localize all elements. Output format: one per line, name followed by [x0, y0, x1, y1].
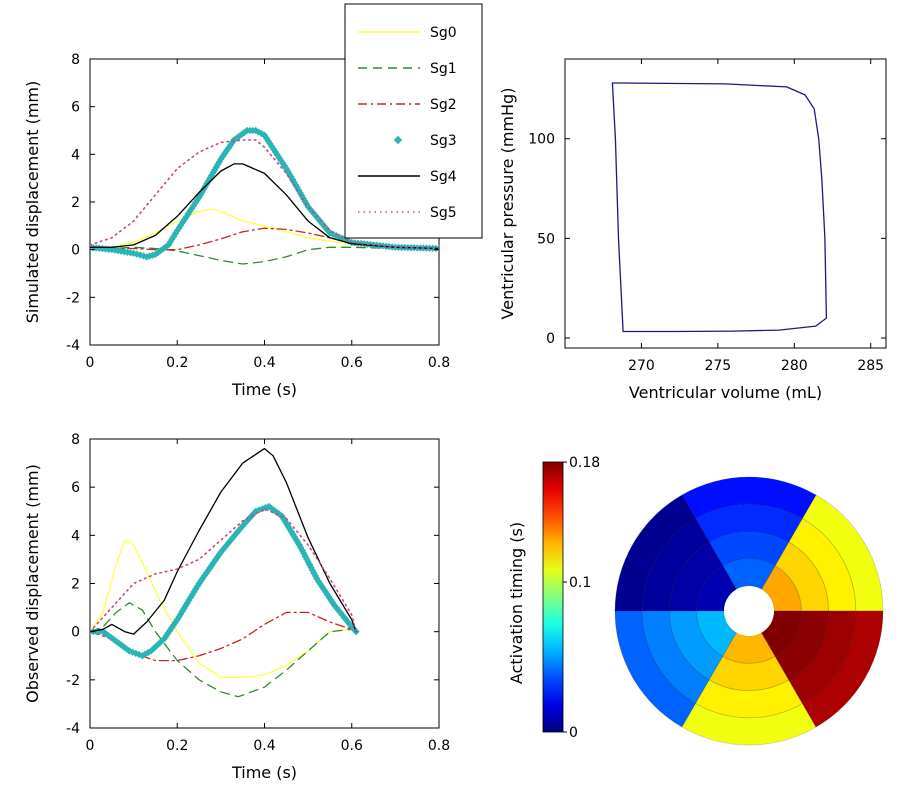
y-axis-label: Observed displacement (mm) — [23, 464, 42, 703]
legend-sg0-label: Sg0 — [430, 25, 457, 41]
activation-timing-bullseye: 0 0.1 0.18 Activation timing (s) — [507, 455, 884, 746]
x-axis-label: Ventricular volume (mL) — [629, 383, 822, 402]
x-tick-label: 0 — [86, 738, 95, 754]
plot-area — [89, 438, 440, 729]
legend-sg4-label: Sg4 — [430, 169, 457, 185]
x-tick-label: 0.4 — [253, 738, 275, 754]
x-tick-label: 285 — [857, 358, 884, 374]
colorbar-label: Activation timing (s) — [507, 522, 526, 684]
y-tick-label: 50 — [537, 231, 555, 247]
y-tick-label: 0 — [71, 625, 80, 641]
observed-displacement-chart: 0 0.2 0.4 0.6 0.8 -4 -2 0 2 4 6 8 Time (s) Observed d… — [23, 432, 450, 782]
series-sg5-line — [90, 139, 439, 250]
x-tick-label: 0.2 — [166, 355, 188, 371]
simulated-displacement-chart: 0 0.2 0.4 0.6 0.8 -4 -2 0 2 4 6 8 Time (s) Simulated … — [23, 3, 483, 399]
y-tick-label: 8 — [71, 52, 80, 68]
y-tick-label: 4 — [71, 528, 80, 544]
plot-area — [564, 58, 887, 349]
series-sg1-line — [90, 602, 357, 698]
series-group — [90, 447, 360, 698]
x-tick-label: 0.2 — [166, 738, 188, 754]
y-tick-label: -2 — [66, 673, 80, 689]
y-axis-label: Simulated displacement (mm) — [23, 81, 42, 324]
y-tick-label: 100 — [528, 132, 555, 148]
pressure-volume-loop-chart: 270 275 280 285 0 50 100 Ventricular volume (mL… — [498, 58, 887, 402]
y-axis-label: Ventricular pressure (mmHg) — [498, 88, 517, 320]
x-tick-label: 0.4 — [253, 355, 275, 371]
x-tick-label: 0.8 — [428, 355, 450, 371]
x-tick-label: 0.6 — [341, 355, 363, 371]
colorbar-tick-label: 0 — [569, 725, 578, 741]
y-tick-label: 8 — [71, 432, 80, 448]
series-sg4-line — [90, 447, 357, 635]
legend-sg1-label: Sg1 — [430, 61, 457, 77]
colorbar-tick-label: 0.18 — [569, 455, 600, 471]
legend-sg5-label: Sg5 — [430, 205, 457, 221]
legend-sg2-label: Sg2 — [430, 97, 457, 113]
y-tick-label: -4 — [66, 338, 80, 354]
y-tick-label: 0 — [71, 243, 80, 259]
series-sg5-line — [90, 508, 357, 633]
y-tick-label: 2 — [71, 577, 80, 593]
series-group — [611, 82, 828, 333]
y-tick-label: 2 — [71, 195, 80, 211]
x-tick-label: 275 — [704, 358, 731, 374]
x-tick-label: 0.8 — [428, 738, 450, 754]
y-tick-label: 4 — [71, 147, 80, 163]
series-sg1-line — [90, 246, 439, 265]
x-tick-label: 0 — [86, 355, 95, 371]
x-tick-label: 280 — [781, 358, 808, 374]
colorbar — [542, 461, 564, 733]
legend-box — [344, 3, 483, 239]
y-tick-label: -4 — [66, 721, 80, 737]
series-group — [90, 126, 439, 265]
legend-sg3-label: Sg3 — [430, 133, 457, 149]
legend: Sg0 Sg1 Sg2 Sg3 Sg4 Sg5 — [344, 3, 483, 239]
y-tick-label: 6 — [71, 480, 80, 496]
series-loop-line — [611, 82, 828, 333]
colorbar-tick-label: 0.1 — [569, 575, 591, 591]
x-axis-label: Time (s) — [231, 380, 297, 399]
x-tick-label: 0.6 — [341, 738, 363, 754]
legend-sg3-marker — [393, 135, 403, 145]
series-sg0-line — [90, 208, 439, 250]
bullseye-center-hole — [724, 586, 774, 636]
x-axis-label: Time (s) — [231, 763, 297, 782]
series-sg4-line — [90, 163, 439, 250]
x-tick-label: 270 — [628, 358, 655, 374]
y-tick-label: -2 — [66, 290, 80, 306]
y-tick-label: 0 — [546, 331, 555, 347]
y-tick-label: 6 — [71, 100, 80, 116]
